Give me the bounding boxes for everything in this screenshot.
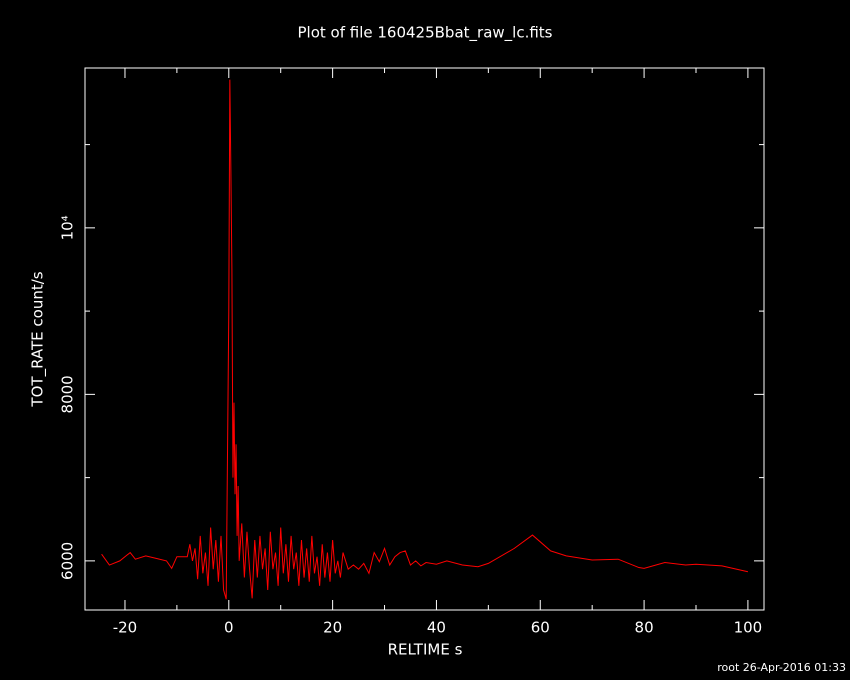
x-tick-label: 60	[531, 619, 550, 637]
x-tick-label: 20	[323, 619, 342, 637]
y-tick-label: 10⁴	[59, 215, 77, 240]
x-tick-label: 40	[427, 619, 446, 637]
x-tick-label: 0	[224, 619, 234, 637]
light-curve	[101, 79, 749, 600]
plot-frame	[84, 67, 765, 611]
y-axis-label: TOT_RATE count/s	[29, 271, 48, 407]
y-tick-label: 6000	[59, 542, 77, 580]
x-tick-label: 100	[734, 619, 763, 637]
x-tick-label: 80	[635, 619, 654, 637]
y-tick-label: 8000	[59, 375, 77, 413]
x-axis-label: RELTIME s	[388, 641, 463, 659]
footer: root 26-Apr-2016 01:33	[717, 661, 846, 674]
chart-title: Plot of file 160425Bbat_raw_lc.fits	[298, 24, 553, 43]
x-tick-label: -20	[113, 619, 138, 637]
